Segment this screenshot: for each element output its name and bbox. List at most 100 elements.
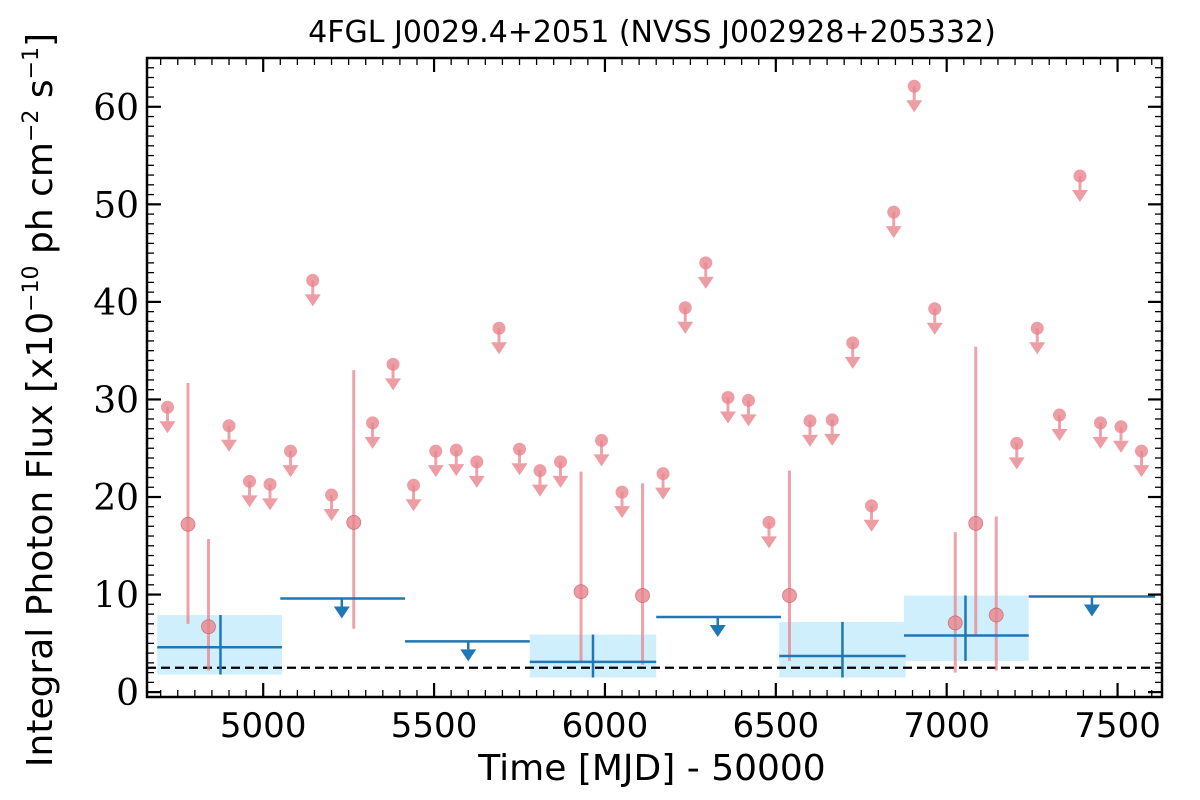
y-tick-label: 10 <box>93 576 139 617</box>
x-tick-label: 5000 <box>220 706 307 746</box>
x-axis-label: Time [MJD] - 50000 <box>477 748 825 789</box>
short-upper-limit-arrow <box>906 100 922 112</box>
short-detection-point <box>347 515 361 529</box>
short-upper-limit-point <box>616 486 629 499</box>
short-upper-limit-point <box>699 256 712 269</box>
short-upper-limit-arrow <box>242 495 258 507</box>
short-upper-limit-point <box>325 489 338 502</box>
short-upper-limit-arrow <box>655 488 671 500</box>
short-upper-limit-point <box>657 467 670 480</box>
short-upper-limit-arrow <box>324 509 340 521</box>
x-tick-label: 7000 <box>903 706 990 746</box>
chart-title: 4FGL J0029.4+2051 (NVSS J002928+205332) <box>308 15 996 50</box>
y-axis-label-end: ] <box>20 33 61 47</box>
short-upper-limit-point <box>1114 420 1127 433</box>
short-upper-limit-arrow <box>1113 441 1129 453</box>
short-upper-limit-arrow <box>740 414 756 426</box>
short-upper-limit-point <box>306 274 319 287</box>
short-upper-limit-point <box>450 444 463 457</box>
short-detection-point <box>969 516 983 530</box>
short-upper-limit-point <box>513 443 526 456</box>
y-axis-label-exp3: −1 <box>19 47 44 79</box>
short-upper-limit-point <box>429 445 442 458</box>
short-upper-limit-point <box>887 206 900 219</box>
long-upper-limit-arrow <box>460 649 476 661</box>
short-upper-limit-arrow <box>262 498 278 510</box>
short-upper-limit-point <box>742 394 755 407</box>
y-tick-label: 20 <box>93 478 139 519</box>
short-upper-limit-point <box>721 391 734 404</box>
short-detection-point <box>948 616 962 630</box>
short-detection-point <box>202 620 216 634</box>
short-upper-limit-point <box>387 358 400 371</box>
short-upper-limit-arrow <box>385 378 401 390</box>
short-upper-limit-arrow <box>1072 190 1088 202</box>
short-upper-limit-point <box>554 455 567 468</box>
x-tick-label: 6500 <box>733 706 820 746</box>
short-upper-limit-point <box>908 80 921 93</box>
short-upper-limit-arrow <box>448 464 464 476</box>
short-upper-limit-arrow <box>802 435 818 447</box>
short-upper-limit-arrow <box>553 476 569 488</box>
short-upper-limit-point <box>470 455 483 468</box>
x-tick-label: 6000 <box>562 706 649 746</box>
long-upper-limit-arrow <box>1084 605 1100 617</box>
short-upper-limit-point <box>1031 322 1044 335</box>
short-upper-limit-arrow <box>469 476 485 488</box>
y-tick-label: 0 <box>116 673 139 714</box>
short-upper-limit-point <box>407 479 420 492</box>
long-upper-limit-arrow <box>710 625 726 637</box>
short-upper-limit-arrow <box>698 277 714 289</box>
short-upper-limit-point <box>366 416 379 429</box>
short-upper-limit-arrow <box>677 322 693 334</box>
long-upper-limit-arrow <box>334 606 350 618</box>
short-upper-limit-arrow <box>365 437 381 449</box>
short-upper-limit-point <box>595 434 608 447</box>
short-detection-point <box>782 589 796 603</box>
short-upper-limit-point <box>679 301 692 314</box>
short-upper-limit-arrow <box>512 463 528 475</box>
y-tick-label: 30 <box>93 380 139 421</box>
short-upper-limit-arrow <box>824 434 840 446</box>
short-upper-limit-point <box>223 419 236 432</box>
short-upper-limit-point <box>534 464 547 477</box>
short-upper-limit-point <box>928 302 941 315</box>
short-upper-limit-arrow <box>845 357 861 369</box>
short-upper-limit-point <box>493 322 506 335</box>
short-upper-limit-arrow <box>221 440 237 452</box>
short-upper-limit-arrow <box>720 411 736 423</box>
short-detection-point <box>636 589 650 603</box>
short-upper-limit-arrow <box>614 506 630 518</box>
short-detection-point <box>574 585 588 599</box>
short-detection-point <box>989 608 1003 622</box>
short-upper-limit-arrow <box>491 342 507 354</box>
short-upper-limit-arrow <box>305 294 321 306</box>
y-tick-label: 60 <box>93 88 139 129</box>
short-upper-limit-arrow <box>864 520 880 532</box>
short-upper-limit-arrow <box>406 499 422 511</box>
short-upper-limit-arrow <box>761 536 777 548</box>
short-upper-limit-arrow <box>1133 465 1149 477</box>
short-detection-point <box>181 517 195 531</box>
short-upper-limit-point <box>264 478 277 491</box>
x-tick-label: 5500 <box>391 706 478 746</box>
short-upper-limit-point <box>762 516 775 529</box>
short-upper-limit-point <box>1073 170 1086 183</box>
short-upper-limit-point <box>1010 437 1023 450</box>
short-upper-limit-arrow <box>886 226 902 238</box>
short-upper-limit-point <box>243 475 256 488</box>
short-upper-limit-point <box>284 445 297 458</box>
short-upper-limit-point <box>161 401 174 414</box>
y-axis-label-main: Integral Photon Flux [x10 <box>20 312 61 767</box>
short-upper-limit-arrow <box>1009 457 1025 469</box>
short-upper-limit-point <box>865 499 878 512</box>
short-upper-limit-arrow <box>1092 437 1108 449</box>
x-tick-label: 7500 <box>1074 706 1161 746</box>
short-upper-limit-point <box>826 413 839 426</box>
short-upper-limit-arrow <box>594 454 610 466</box>
y-axis-label-s: s <box>20 79 61 109</box>
light-curve-chart: 4FGL J0029.4+2051 (NVSS J002928+205332) … <box>0 0 1200 800</box>
y-axis-label-exp2: −2 <box>19 110 44 142</box>
short-upper-limit-point <box>803 414 816 427</box>
short-upper-limit-arrow <box>1051 429 1067 441</box>
